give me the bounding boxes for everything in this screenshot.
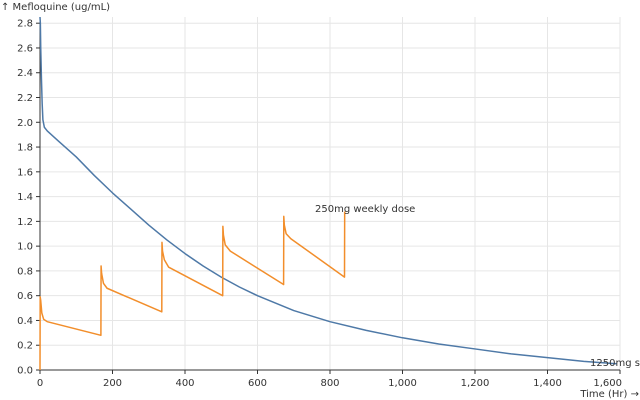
x-ticks: 0 200 400 600 800 1,000 1,200 1,400 1,600 bbox=[37, 370, 622, 389]
x-tick-label: 600 bbox=[248, 378, 267, 389]
series-line-1 bbox=[39, 211, 346, 371]
y-tick-label: 0.8 bbox=[17, 266, 33, 277]
y-tick-label: 1.6 bbox=[17, 167, 33, 178]
grid bbox=[40, 17, 621, 370]
y-tick-label: 2.4 bbox=[17, 68, 33, 79]
y-tick-label: 1.2 bbox=[17, 217, 33, 228]
x-tick-label: 1,000 bbox=[388, 378, 417, 389]
y-tick-label: 2.0 bbox=[17, 118, 33, 129]
series-label-weekly: 250mg weekly dose bbox=[315, 204, 415, 215]
x-tick-label: 800 bbox=[320, 378, 339, 389]
y-tick-label: 0.2 bbox=[17, 341, 33, 352]
y-tick-label: 0.0 bbox=[17, 366, 33, 377]
y-tick-label: 0.4 bbox=[17, 316, 33, 327]
series-line-0 bbox=[39, 16, 617, 365]
series-label-single: 1250mg sin bbox=[590, 358, 640, 369]
x-tick-label: 1,200 bbox=[461, 378, 490, 389]
y-tick-label: 1.0 bbox=[17, 242, 33, 253]
x-axis-title: Time (Hr) → bbox=[579, 389, 639, 400]
y-tick-label: 2.6 bbox=[17, 43, 33, 54]
x-tick-label: 400 bbox=[175, 378, 194, 389]
y-tick-label: 1.8 bbox=[17, 143, 33, 154]
y-axis-title: ↑ Mefloquine (ug/mL) bbox=[1, 2, 110, 13]
x-tick-label: 1,400 bbox=[533, 378, 562, 389]
x-tick-label: 0 bbox=[37, 378, 43, 389]
x-tick-label: 200 bbox=[103, 378, 122, 389]
y-tick-label: 0.6 bbox=[17, 291, 33, 302]
x-tick-label: 1,600 bbox=[593, 378, 622, 389]
y-tick-label: 2.2 bbox=[17, 93, 33, 104]
y-ticks: 0.0 0.2 0.4 0.6 0.8 1.0 1.2 1.4 1.6 1.8 2.0 2.2 2.4 2… bbox=[17, 19, 40, 377]
y-tick-label: 2.8 bbox=[17, 19, 33, 30]
y-tick-label: 1.4 bbox=[17, 192, 33, 203]
series-layer bbox=[39, 16, 617, 371]
